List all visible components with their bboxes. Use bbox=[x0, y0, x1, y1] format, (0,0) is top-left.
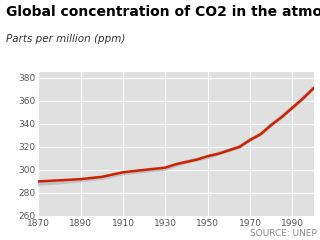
Text: SOURCE: UNEP: SOURCE: UNEP bbox=[250, 228, 317, 238]
Text: Parts per million (ppm): Parts per million (ppm) bbox=[6, 34, 126, 44]
Text: Global concentration of CO2 in the atmosphere: Global concentration of CO2 in the atmos… bbox=[6, 5, 320, 19]
